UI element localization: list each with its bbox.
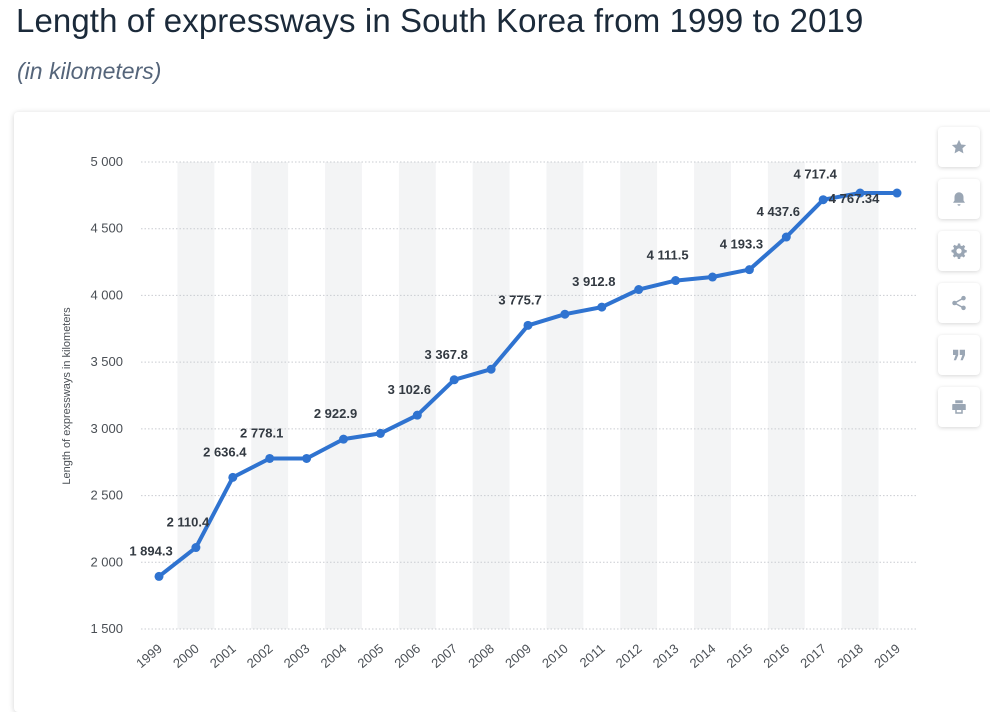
data-point [708,272,717,282]
x-tick-label: 2004 [318,641,350,671]
share-icon [952,295,966,311]
x-tick-label: 2000 [170,641,202,671]
data-point [855,188,865,198]
data-point [560,309,570,319]
y-axis-ticks: 1 500 2 000 2 500 3 000 3 500 4 000 4 500 5 000 [90,154,123,636]
x-tick-label: 2007 [428,641,460,671]
data-label: 4 111.5 [647,248,689,263]
quote-icon [953,349,965,361]
settings-button[interactable] [938,231,980,271]
data-label: 1 894.3 [129,543,172,558]
gear-icon [951,243,967,259]
x-tick-label: 2019 [871,641,903,671]
column-band [472,162,510,629]
x-tick-label: 2009 [502,641,534,671]
data-point [597,302,607,312]
line-chart: 1 500 2 000 2 500 3 000 3 500 4 000 4 500 5 000… [61,154,916,671]
data-label: 3 912.8 [572,274,615,289]
y-tick-label: 2 000 [90,554,123,569]
data-labels: 1 894.3 2 110.4 2 636.4 2 778.1 2 922.9 3 102… [129,167,880,559]
data-point [154,571,164,581]
data-point [486,364,496,374]
data-label: 2 636.4 [203,444,247,459]
data-point [302,453,312,463]
cite-button[interactable] [938,335,980,375]
y-tick-label: 4 500 [90,221,123,236]
data-point [818,195,828,205]
x-tick-label: 2015 [724,641,756,671]
x-tick-label: 2008 [465,641,497,671]
column-band [325,162,362,629]
data-label: 4 717.4 [794,167,838,182]
favorite-button[interactable] [938,127,980,167]
y-tick-label: 5 000 [90,154,123,169]
data-label: 4 193.3 [720,237,763,252]
column-band [398,162,436,629]
data-points [154,188,902,581]
data-point [892,188,902,198]
data-point [671,276,681,286]
data-label: 2 110.4 [167,515,210,530]
chart-toolbar [938,127,980,439]
notification-button[interactable] [938,179,980,219]
column-band [620,162,658,629]
data-label: 3 367.8 [425,347,468,362]
y-tick-label: 1 500 [90,621,123,636]
data-point [412,410,422,420]
data-label: 4 437.6 [757,204,800,219]
data-point [449,375,459,385]
x-axis-ticks: 1999 2000 2001 2002 2003 2004 2005 2006 2007 2008… [133,641,903,671]
data-point [339,434,348,444]
data-point [228,472,238,482]
x-tick-label: 2005 [355,641,387,671]
y-tick-label: 3 000 [90,421,123,436]
star-icon [951,139,967,154]
data-point [375,428,385,438]
print-button[interactable] [938,387,980,427]
column-bands [177,162,879,629]
data-point [191,543,201,553]
column-band [767,162,805,629]
x-tick-label: 2002 [244,641,276,671]
data-point [265,453,275,463]
bell-icon [953,192,965,206]
data-point [634,285,644,295]
y-tick-label: 4 000 [90,287,123,302]
y-axis-label: Length of expressways in kilometers [61,307,73,485]
column-band [251,162,289,629]
y-tick-label: 2 500 [90,488,123,503]
data-label: 2 922.9 [314,406,357,421]
x-tick-label: 2014 [687,641,719,671]
x-tick-label: 2001 [207,641,239,671]
share-button[interactable] [938,283,980,323]
data-label: 3 102.6 [388,382,431,397]
data-point [523,320,533,330]
column-band [841,162,879,629]
x-tick-label: 2003 [281,641,313,671]
x-tick-label: 2012 [613,641,645,671]
x-tick-label: 2013 [650,641,682,671]
y-tick-label: 3 500 [90,354,123,369]
x-tick-label: 1999 [133,641,165,671]
column-band [546,162,584,629]
data-label: 3 775.7 [498,292,541,307]
page-title: Length of expressways in South Korea fro… [16,2,864,39]
data-label: 4 767.34 [829,191,880,206]
data-point [781,232,791,242]
x-tick-label: 2017 [797,641,829,671]
print-icon [952,400,966,414]
x-tick-label: 2016 [760,641,792,671]
x-tick-label: 2018 [834,641,866,671]
x-tick-label: 2011 [577,641,608,670]
data-point [744,265,754,275]
data-label: 2 778.1 [240,425,283,440]
page-subtitle: (in kilometers) [17,58,162,84]
column-band [694,162,731,629]
x-tick-label: 2010 [539,641,571,671]
x-tick-label: 2006 [391,641,423,671]
